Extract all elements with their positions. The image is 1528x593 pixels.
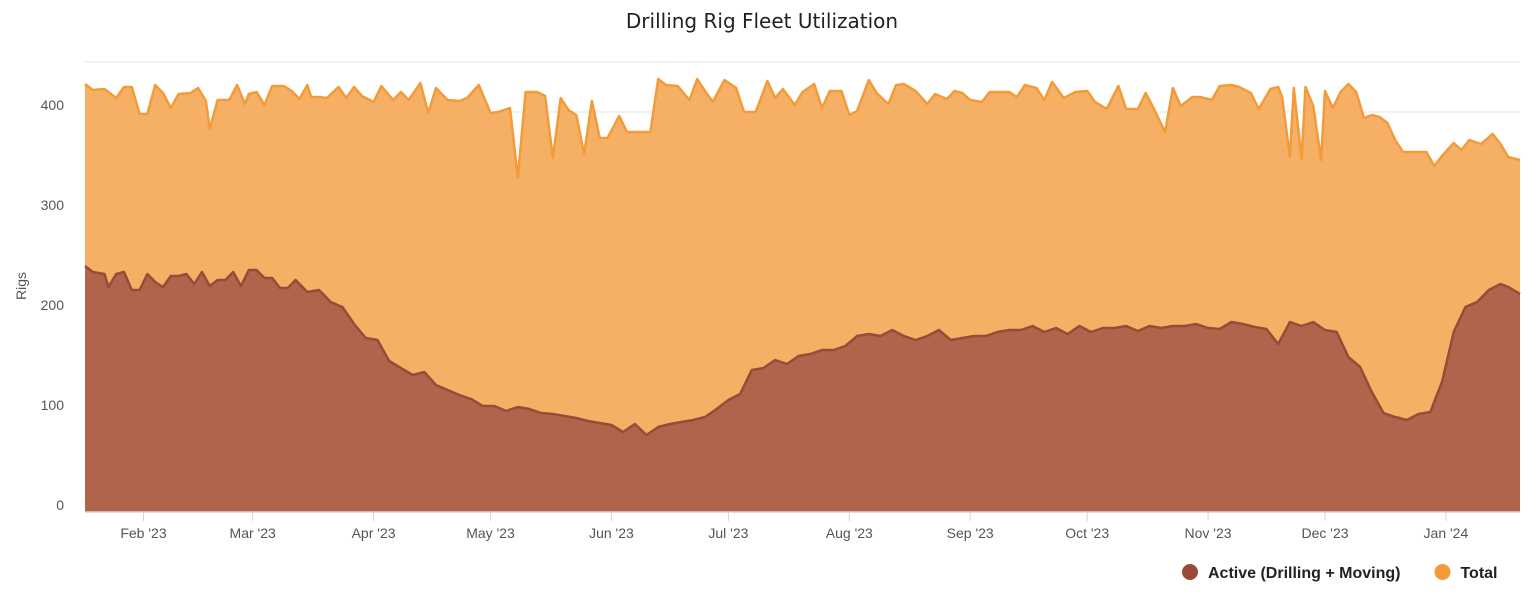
series-areas bbox=[84, 77, 1521, 512]
y-tick-label: 100 bbox=[41, 397, 65, 413]
x-tick-label: Aug '23 bbox=[826, 525, 873, 541]
y-axis-title: Rigs bbox=[13, 272, 29, 300]
y-tick-label: 300 bbox=[41, 197, 65, 213]
legend-label-active-drilling-moving[interactable]: Active (Drilling + Moving) bbox=[1208, 565, 1400, 582]
y-tick-label: 0 bbox=[56, 497, 64, 513]
x-tick-label: Oct '23 bbox=[1065, 525, 1109, 541]
x-tick-label: May '23 bbox=[466, 525, 515, 541]
series-line-total bbox=[84, 77, 1521, 180]
x-tick-label: Jul '23 bbox=[708, 525, 748, 541]
legend-label-total[interactable]: Total bbox=[1460, 565, 1497, 582]
series-area-active-drilling-moving bbox=[85, 266, 1520, 512]
y-tick-label: 200 bbox=[41, 297, 65, 313]
chart-title: Drilling Rig Fleet Utilization bbox=[626, 9, 898, 33]
y-tick-label: 400 bbox=[41, 97, 65, 113]
x-tick-label: Sep '23 bbox=[947, 525, 994, 541]
series-line-active-drilling-moving bbox=[84, 265, 1521, 437]
axes: 0 100 200 300 400 Feb '23 Mar '23 Apr '23 May '2… bbox=[41, 97, 1520, 541]
x-tick-label: Jan '24 bbox=[1424, 525, 1469, 541]
x-tick-label: Apr '23 bbox=[352, 525, 396, 541]
x-tick-label: Feb '23 bbox=[120, 525, 166, 541]
legend-marker-active-drilling-moving[interactable] bbox=[1182, 564, 1198, 580]
legend-marker-total[interactable] bbox=[1434, 564, 1451, 580]
legend: Active (Drilling + Moving) Total bbox=[1182, 564, 1498, 582]
x-tick-label: Mar '23 bbox=[230, 525, 276, 541]
x-tick-label: Dec '23 bbox=[1302, 525, 1349, 541]
x-tick-label: Nov '23 bbox=[1185, 525, 1232, 541]
x-tick-label: Jun '23 bbox=[589, 525, 634, 541]
